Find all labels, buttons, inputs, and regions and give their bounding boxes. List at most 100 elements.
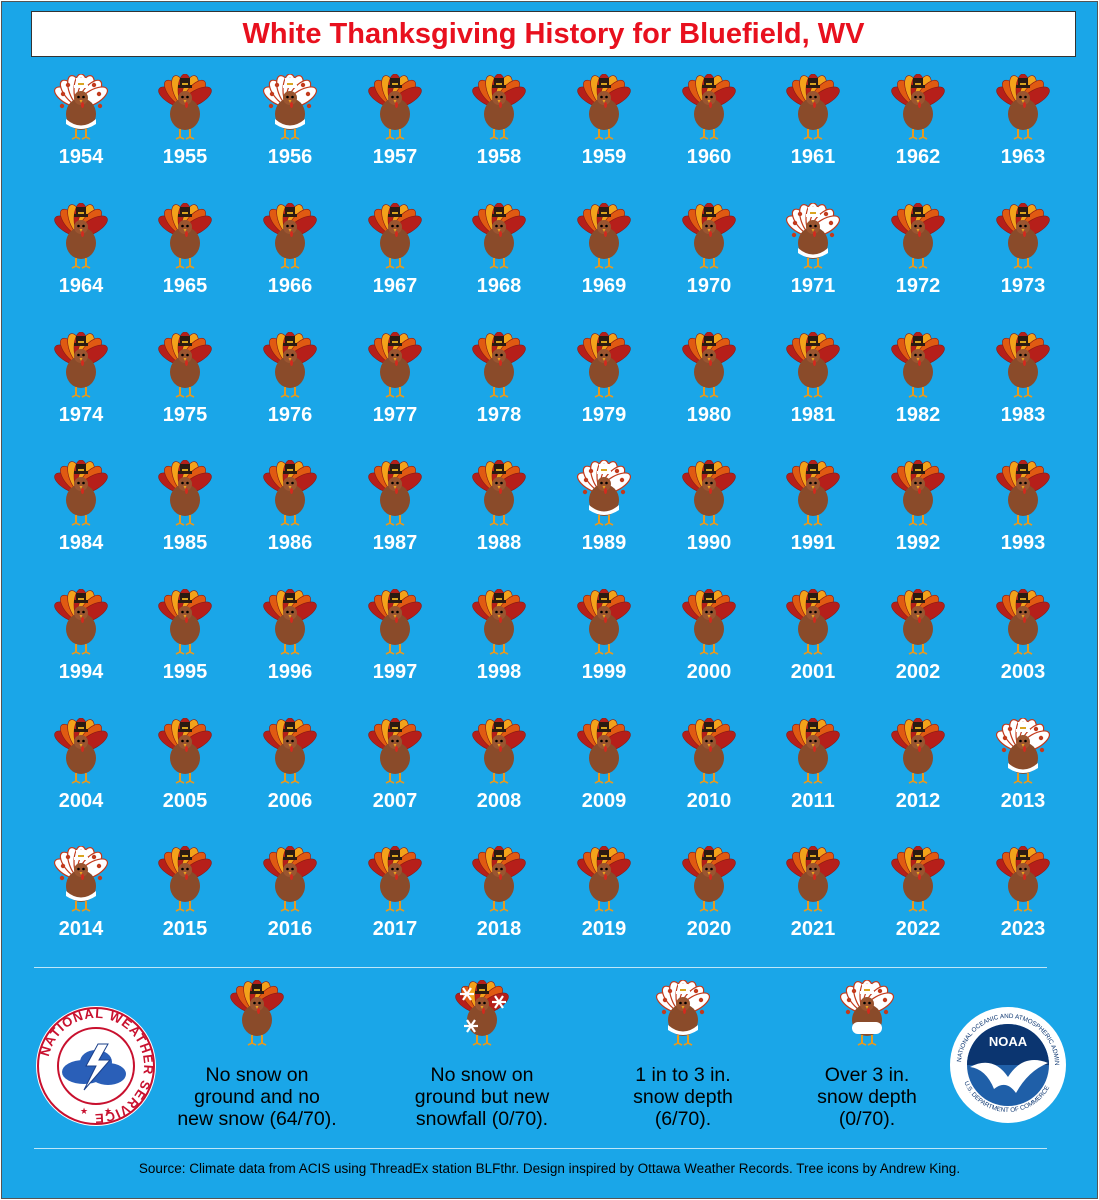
year-label: 2003 xyxy=(1000,661,1046,683)
year-cell: 2019 xyxy=(552,846,656,966)
turkey-icon xyxy=(682,589,736,655)
year-cell: 2007 xyxy=(343,718,447,838)
year-label: 1996 xyxy=(267,661,313,683)
svg-text:★: ★ xyxy=(104,1106,112,1116)
turkey-icon xyxy=(682,718,736,784)
legend-item-light: 1 in to 3 in. snow depth (6/70). xyxy=(588,980,778,1130)
year-cell: 1970 xyxy=(657,203,761,323)
year-cell: 1958 xyxy=(447,74,551,194)
year-label: 1986 xyxy=(267,532,313,554)
year-label: 1962 xyxy=(895,146,941,168)
year-cell: 1991 xyxy=(761,460,865,580)
year-cell: 1999 xyxy=(552,589,656,709)
year-cell: 2017 xyxy=(343,846,447,966)
year-label: 2009 xyxy=(581,790,627,812)
nws-logo: NATIONAL WEATHER SERVICE ★ ★ xyxy=(36,1006,156,1126)
turkey-icon xyxy=(54,203,108,269)
year-label: 1997 xyxy=(372,661,418,683)
source-note: Source: Climate data from ACIS using Thr… xyxy=(138,1161,961,1176)
year-label: 1991 xyxy=(790,532,836,554)
year-label: 1995 xyxy=(162,661,208,683)
year-label: 1964 xyxy=(58,275,104,297)
year-label: 1988 xyxy=(476,532,522,554)
year-cell: 1994 xyxy=(29,589,133,709)
year-label: 1999 xyxy=(581,661,627,683)
turkey-icon xyxy=(891,460,945,526)
turkey-icon xyxy=(472,589,526,655)
year-cell: 2008 xyxy=(447,718,551,838)
year-cell: 1963 xyxy=(971,74,1075,194)
turkey-icon xyxy=(891,74,945,140)
turkey-icon xyxy=(263,203,317,269)
turkey-icon xyxy=(996,846,1050,912)
turkey-icon xyxy=(577,203,631,269)
svg-text:★: ★ xyxy=(80,1106,88,1116)
turkey-icon xyxy=(263,718,317,784)
year-cell: 1961 xyxy=(761,74,865,194)
year-cell: 1980 xyxy=(657,332,761,452)
legend-turkey-icon xyxy=(656,980,710,1046)
year-label: 2015 xyxy=(162,918,208,940)
turkey-icon xyxy=(996,589,1050,655)
year-cell: 1974 xyxy=(29,332,133,452)
year-label: 1980 xyxy=(686,404,732,426)
year-cell: 1995 xyxy=(133,589,237,709)
turkey-icon xyxy=(158,460,212,526)
year-cell: 1973 xyxy=(971,203,1075,323)
svg-text:NOAA: NOAA xyxy=(989,1034,1028,1049)
year-label: 1984 xyxy=(58,532,104,554)
snowy-turkey-icon xyxy=(786,203,840,269)
year-cell: 1989 xyxy=(552,460,656,580)
year-cell: 2020 xyxy=(657,846,761,966)
turkey-icon xyxy=(472,718,526,784)
year-label: 2014 xyxy=(58,918,104,940)
legend-label: No snow on ground and no new snow (64/70… xyxy=(177,1064,337,1130)
legend-turkey-icon xyxy=(230,980,284,1046)
year-cell: 1959 xyxy=(552,74,656,194)
year-label: 2020 xyxy=(686,918,732,940)
year-label: 1998 xyxy=(476,661,522,683)
year-cell: 2000 xyxy=(657,589,761,709)
year-label: 1968 xyxy=(476,275,522,297)
turkey-icon xyxy=(891,589,945,655)
turkey-icon xyxy=(54,460,108,526)
year-cell: 2016 xyxy=(238,846,342,966)
year-label: 2006 xyxy=(267,790,313,812)
year-label: 1976 xyxy=(267,404,313,426)
legend-item-heavy: Over 3 in. snow depth (0/70). xyxy=(772,980,962,1130)
year-cell: 1983 xyxy=(971,332,1075,452)
year-cell: 1964 xyxy=(29,203,133,323)
year-cell: 1957 xyxy=(343,74,447,194)
turkey-icon xyxy=(263,460,317,526)
year-label: 1994 xyxy=(58,661,104,683)
turkey-icon xyxy=(472,846,526,912)
year-cell: 1979 xyxy=(552,332,656,452)
legend-item-none: No snow on ground and no new snow (64/70… xyxy=(162,980,352,1130)
year-label: 1993 xyxy=(1000,532,1046,554)
year-cell: 1997 xyxy=(343,589,447,709)
year-label: 1957 xyxy=(372,146,418,168)
turkey-icon xyxy=(577,74,631,140)
year-label: 1961 xyxy=(790,146,836,168)
year-label: 1978 xyxy=(476,404,522,426)
year-cell: 1969 xyxy=(552,203,656,323)
turkey-icon xyxy=(263,846,317,912)
year-label: 1982 xyxy=(895,404,941,426)
year-label: 2017 xyxy=(372,918,418,940)
year-cell: 1996 xyxy=(238,589,342,709)
snowy-turkey-icon xyxy=(263,74,317,140)
year-cell: 1962 xyxy=(866,74,970,194)
year-label: 1960 xyxy=(686,146,732,168)
year-cell: 1984 xyxy=(29,460,133,580)
turkey-icon xyxy=(472,460,526,526)
turkey-icon xyxy=(54,718,108,784)
year-cell: 1986 xyxy=(238,460,342,580)
year-label: 1963 xyxy=(1000,146,1046,168)
legend-turkey-icon xyxy=(455,980,509,1046)
year-label: 2001 xyxy=(790,661,836,683)
turkey-icon xyxy=(368,460,422,526)
year-cell: 2018 xyxy=(447,846,551,966)
turkey-icon xyxy=(472,74,526,140)
year-label: 2011 xyxy=(791,790,835,812)
turkey-icon xyxy=(786,846,840,912)
